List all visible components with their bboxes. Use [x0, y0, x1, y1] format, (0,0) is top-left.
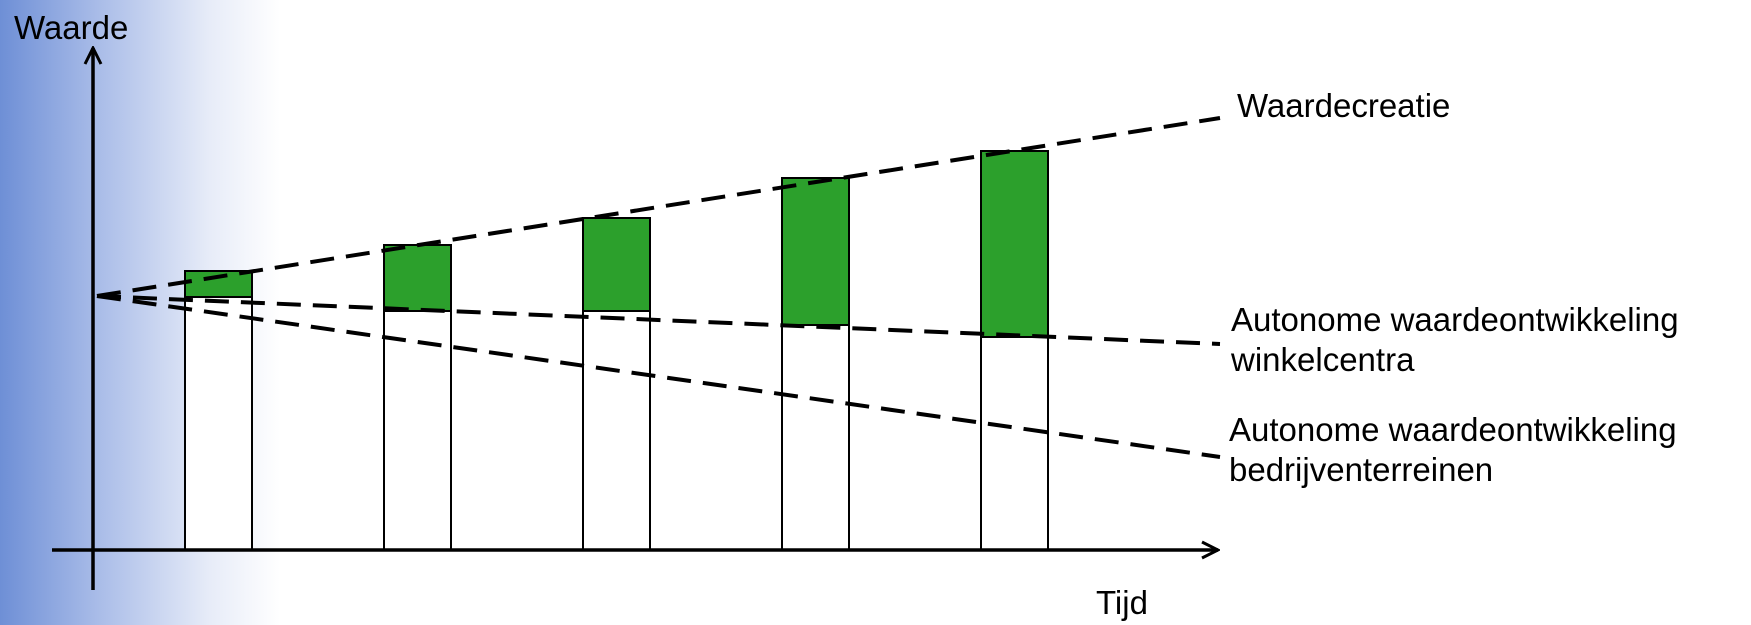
bar-1-base	[184, 296, 253, 551]
line-winkelcentra	[96, 294, 1221, 346]
waardecreatie-label: Waardecreatie	[1237, 87, 1451, 124]
winkelcentra-label: Autonome waardeontwikkeling winkelcentra	[1231, 300, 1679, 379]
bar-4-base	[781, 324, 850, 551]
winkelcentra-label-line1: Autonome waardeontwikkeling	[1231, 301, 1679, 338]
line-bedrijventerreinen	[96, 294, 1221, 459]
bars	[184, 150, 1049, 551]
bar-5-base	[980, 336, 1049, 551]
winkelcentra-label-line2: winkelcentra	[1231, 340, 1415, 378]
bar-3-base	[582, 310, 651, 551]
y-axis-label: Waarde	[14, 9, 129, 46]
bar-2-gain	[383, 244, 452, 312]
bedrijventerreinen-label-line1: Autonome waardeontwikkeling	[1229, 411, 1677, 448]
trend-lines	[96, 116, 1221, 459]
bar-3-gain	[582, 217, 651, 312]
bedrijventerreinen-label-line2: bedrijventerreinen	[1229, 450, 1494, 488]
bar-5-gain	[980, 150, 1049, 338]
bedrijventerreinen-label: Autonome waardeontwikkeling bedrijventer…	[1229, 410, 1677, 489]
x-axis-label: Tijd	[1096, 584, 1148, 621]
bar-2-base	[383, 310, 452, 551]
axes	[52, 48, 1218, 590]
bar-4-gain	[781, 177, 850, 326]
line-waardecreatie	[96, 116, 1221, 298]
